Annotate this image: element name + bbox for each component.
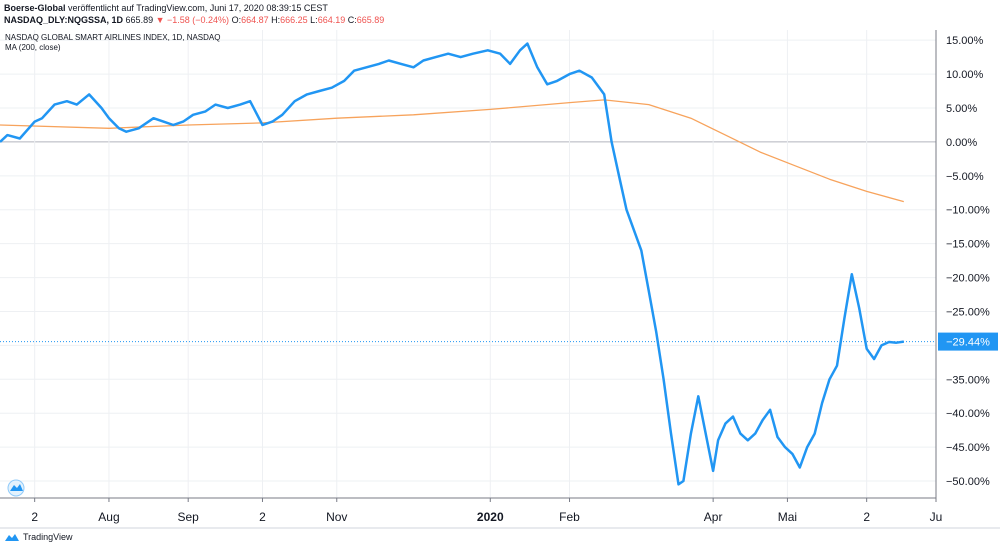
x-tick-label: 2	[863, 510, 870, 524]
close-value: 665.89	[356, 15, 385, 25]
plot-area[interactable]	[0, 30, 936, 498]
publish-line: Boerse-Global veröffentlicht auf Trading…	[4, 3, 328, 13]
high-value: 666.25	[280, 15, 308, 25]
watermark-mark	[10, 484, 23, 491]
current-value-badge	[938, 332, 998, 351]
ohlc-line: NASDAQ_DLY:NQGSSA, 1D 665.89 ▼ −1.58 (−0…	[4, 15, 384, 25]
y-tick-label: −5.00%	[946, 171, 984, 183]
y-tick-label: 15.00%	[946, 35, 984, 47]
last-price: 665.89	[125, 15, 154, 25]
current-value-label: −29.44%	[946, 337, 990, 349]
tradingview-brand[interactable]: TradingView	[4, 532, 73, 542]
y-tick-label: −15.00%	[946, 239, 990, 251]
x-tick-label: Apr	[704, 510, 723, 524]
brand-label: TradingView	[23, 532, 73, 542]
y-tick-label: −10.00%	[946, 205, 990, 217]
chart-footer: TradingView	[0, 529, 1000, 549]
low-label: L:	[310, 15, 318, 25]
price-chart[interactable]: 15.00% 10.00% 5.00% 0.00% −5.00% −10.00% −15.0…	[0, 0, 1000, 529]
high-label: H:	[271, 15, 281, 25]
price-line[interactable]	[0, 42, 904, 486]
x-tick-label: Ju	[930, 510, 943, 524]
publisher-name[interactable]: Boerse-Global	[4, 3, 66, 13]
price-change: ▼ −1.58 (−0.24%)	[155, 15, 230, 25]
open-label: O:	[231, 15, 242, 25]
x-tick-label: 2	[259, 510, 266, 524]
open-value: 664.87	[241, 15, 269, 25]
y-tick-label: −20.00%	[946, 273, 990, 285]
ma-legend: MA (200, close)	[5, 43, 61, 52]
x-tick-label: Feb	[559, 510, 580, 524]
tradingview-logo-icon	[5, 534, 19, 541]
y-tick-label: 10.00%	[946, 69, 984, 81]
y-tick-label: −50.00%	[946, 476, 990, 488]
y-tick-label: −45.00%	[946, 442, 990, 454]
y-tick-label: 0.00%	[946, 137, 977, 149]
x-tick-label: 2020	[477, 510, 504, 524]
symbol-label: NASDAQ_DLY:NQGSSA, 1D	[4, 15, 124, 25]
x-tick-label: Nov	[326, 510, 347, 524]
chart-header: Boerse-Global veröffentlicht auf Trading…	[0, 0, 1000, 28]
x-tick-label: Aug	[98, 510, 119, 524]
y-tick-label: −40.00%	[946, 408, 990, 420]
x-tick-label: 2	[31, 510, 38, 524]
y-tick-label: −25.00%	[946, 306, 990, 318]
y-tick-label: −35.00%	[946, 374, 990, 386]
published-text: veröffentlicht auf TradingView.com, Juni…	[68, 3, 328, 13]
series-legend: NASDAQ GLOBAL SMART AIRLINES INDEX, 1D, …	[5, 33, 220, 42]
y-tick-label: 5.00%	[946, 103, 977, 115]
low-value: 664.19	[317, 15, 346, 25]
x-tick-label: Mai	[778, 510, 797, 524]
close-label: C:	[347, 15, 357, 25]
x-tick-label: Sep	[178, 510, 200, 524]
